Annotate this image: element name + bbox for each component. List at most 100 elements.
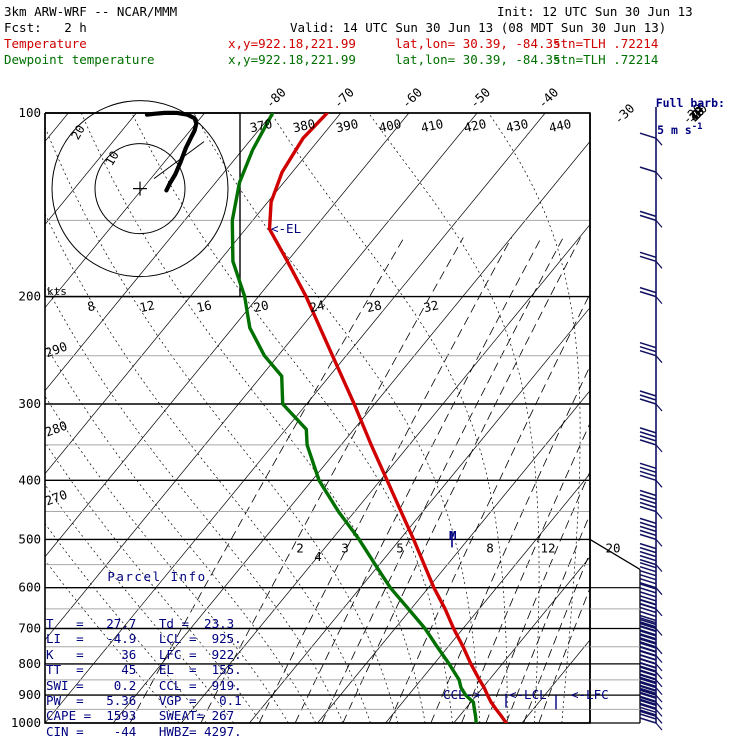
isotherm [45, 113, 410, 558]
isotherm [45, 113, 205, 309]
isotherm-top-label: -60 [398, 85, 425, 112]
isotherm-top-label: -40 [535, 85, 562, 112]
wind-barb-staff-tick [655, 539, 663, 547]
isotherm [45, 113, 137, 226]
isotherm [658, 113, 740, 723]
mixing-ratio-upper-label: 20 [252, 297, 270, 315]
wind-barb [639, 470, 657, 478]
wind-barb [639, 583, 657, 590]
isotherm [317, 390, 590, 723]
theta-left-label: 270 [43, 487, 69, 509]
wind-barb [639, 587, 657, 594]
wind-barb [639, 390, 657, 397]
wind-barb [639, 687, 657, 695]
barb-legend-exponent: -1 [691, 122, 703, 132]
legend-dewpoint-stn: stn=TLH .72214 [553, 52, 659, 67]
wind-barb [639, 614, 657, 622]
isotherm [45, 113, 478, 641]
mixing-ratio-line [538, 587, 590, 723]
parcel-info-row: LI = -4.9 LCL = 925. [46, 631, 242, 647]
theta-left-label: 280 [43, 418, 69, 440]
mixing-ratio-upper-label: 28 [365, 297, 383, 315]
mixing-ratio-upper-label: 16 [195, 297, 213, 315]
wind-barb [639, 554, 657, 562]
wind-barb-staff-tick [655, 646, 663, 655]
wind-barb [639, 717, 657, 724]
wind-barb [639, 645, 657, 653]
wind-barb [639, 625, 657, 632]
mixing-ratio-line [430, 365, 590, 723]
legend-dewpoint-latlon: lat,lon= 30.39, -84.35 [395, 52, 561, 67]
wind-barb [639, 529, 657, 537]
wind-barb [639, 677, 657, 685]
parcel-info-row: PW = 5.36 VGP = 0.1 [46, 693, 242, 709]
isotherm [45, 113, 342, 475]
wind-barb-staff-tick [655, 355, 663, 364]
hodograph-ring-label: 10 [102, 149, 121, 169]
wind-barb [639, 431, 657, 438]
wind-barb-staff-tick [655, 628, 663, 636]
wind-barb [639, 709, 657, 716]
wind-barb [639, 166, 657, 173]
wind-barb [639, 569, 657, 577]
moist-adiabat [270, 113, 508, 723]
pressure-tick-label: 300 [18, 396, 41, 411]
wind-barb [639, 703, 657, 711]
wind-barb [639, 525, 657, 533]
ccl-label: CCL-> [443, 687, 481, 702]
mixing-ratio-line [523, 551, 590, 723]
thetae-top-label: 400 [377, 116, 402, 135]
parcel-info-title: Parcel Info [107, 568, 207, 584]
legend-temperature-stn: stn=TLH .72214 [553, 36, 659, 51]
wind-barb-staff-tick [655, 608, 663, 617]
wind-barb [639, 255, 657, 263]
parcel-info-box: Parcel Info T = 27.7 Td = 23.3 LI = -4.9 … [46, 538, 268, 740]
hodograph-ring-inner [94, 143, 186, 235]
wind-barb [639, 710, 657, 718]
wind-barb [639, 595, 657, 602]
wind-barb [639, 542, 657, 550]
wind-barb [639, 435, 657, 442]
hodograph-panel-border [44, 112, 241, 298]
isotherm [589, 722, 590, 723]
wind-barb [639, 517, 657, 525]
thetae-top-label: 370 [248, 116, 273, 135]
wind-barb [639, 666, 657, 673]
parcel-info-row: K = 36 LFC = 922. [46, 646, 242, 662]
wind-barb [639, 394, 657, 401]
isotherm [112, 140, 590, 723]
isotherm [521, 639, 590, 723]
pressure-tick-label: 700 [18, 621, 41, 636]
wind-barb [639, 676, 657, 684]
wind-barb [639, 290, 657, 298]
wind-barb [639, 674, 657, 681]
hodograph-ring-label: 20 [68, 123, 87, 143]
wind-barb [639, 633, 657, 640]
isotherm [453, 556, 590, 723]
hodograph-ring-outer [51, 100, 229, 278]
wind-barb [639, 489, 657, 497]
wind-barb [639, 637, 657, 644]
dewpoint-trace [230, 113, 478, 723]
wind-barb [639, 699, 657, 707]
legend-dewpoint-label: Dewpoint temperature [4, 52, 155, 67]
wind-barb [639, 398, 657, 405]
sounding-traces [230, 113, 557, 723]
mixing-ratio-upper-label: 8 [86, 298, 96, 314]
wind-barb [639, 439, 657, 446]
legend-dewpoint-xy: x,y=922.18,221.99 [228, 52, 356, 67]
pressure-tick-label: 600 [18, 580, 41, 595]
wind-barb-staff-tick [655, 479, 663, 488]
moist-adiabat [488, 113, 581, 723]
mixing-ratio-line [200, 237, 464, 723]
dry-adiabat-lines [731, 113, 740, 386]
wind-barb [639, 654, 657, 661]
wind-barb [639, 617, 657, 624]
wind-barb [639, 581, 657, 589]
wind-barb [639, 685, 657, 692]
wind-barb [639, 691, 657, 699]
parcel-info-row: SWI = 0.2 CCL = 919. [46, 677, 242, 693]
wind-barb [639, 565, 657, 573]
